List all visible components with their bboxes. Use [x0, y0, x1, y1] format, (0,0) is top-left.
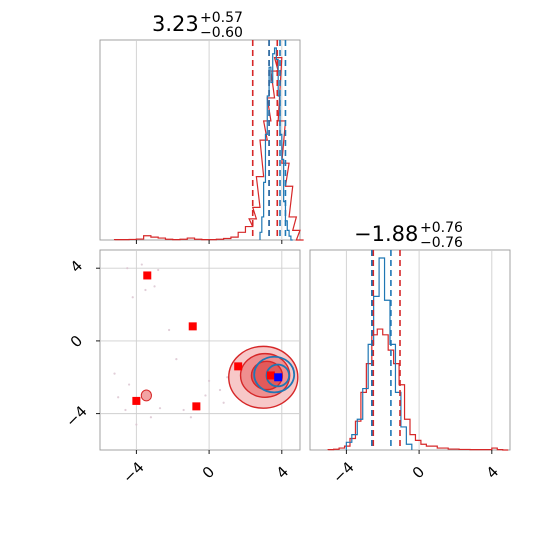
scatter-xtick-4: 4: [273, 463, 292, 482]
scatter-faint-point: [144, 288, 147, 292]
scatter-marker-red: [143, 271, 152, 280]
hist-bottom-right-quantile-lines: [371, 250, 401, 450]
hist-panel-bottom-right: −1.88 +0.76 −0.76 −4 0 4: [309, 220, 511, 487]
scatter-faint-point: [167, 328, 171, 332]
hist-bottom-right-blue-series: [345, 257, 413, 450]
scatter-contour-blue: [253, 355, 296, 394]
hist-bottom-right-ticks: [345, 450, 493, 454]
scatter-faint-point: [140, 263, 143, 266]
hist-top-left-title-sub: −0.60: [200, 25, 243, 41]
scatter-marker-blue: [274, 373, 283, 382]
hist-panel-top-left: 3.23 +0.57 −0.60: [99, 10, 304, 244]
hist-bottom-right-title-sup: +0.76: [420, 220, 463, 236]
scatter-faint-point: [175, 357, 178, 361]
hist-bottom-right-xtick-0: 0: [409, 463, 428, 482]
scatter-panel: 4 0 −4 −4 0 4: [62, 249, 301, 487]
hist-top-left-title-sup: +0.57: [200, 10, 243, 26]
scatter-faint-point: [124, 408, 127, 412]
scatter-ytick-0: 0: [67, 332, 86, 351]
scatter-marker-red: [266, 371, 275, 380]
scatter-faint-point: [218, 388, 222, 392]
hist-top-left-quantile-lines: [251, 40, 287, 240]
scatter-faint-point: [182, 408, 185, 412]
scatter-ticks: [96, 267, 283, 454]
scatter-faint-point: [204, 394, 207, 397]
scatter-faint-point: [113, 372, 116, 375]
scatter-contour-blue: [265, 363, 290, 388]
scatter-faint-point: [149, 416, 153, 419]
hist-top-left-frame: [99, 39, 301, 241]
scatter-faint-point: [127, 383, 131, 386]
scatter-faint-point: [189, 416, 193, 419]
scatter-faint-point: [207, 379, 211, 383]
scatter-faint-point: [153, 285, 156, 288]
scatter-faint-point: [226, 376, 229, 379]
hist-bottom-right-red-series: [327, 328, 509, 451]
hist-top-left-title-main: 3.23: [152, 12, 199, 36]
scatter-xtick-0: 0: [199, 463, 218, 482]
scatter-ytick-4: 4: [67, 257, 86, 276]
scatter-marker-red: [192, 402, 201, 411]
scatter-marker-red: [188, 322, 197, 331]
scatter-marker-red: [234, 362, 243, 371]
scatter-faint-points: [113, 263, 251, 426]
scatter-faint-point: [126, 267, 129, 270]
scatter-faint-point: [222, 401, 225, 404]
scatter-faint-point: [158, 407, 162, 410]
hist-bottom-right-frame: [309, 249, 511, 451]
scatter-faint-point: [131, 296, 134, 299]
hist-bottom-right-xtick-4: 4: [483, 463, 502, 482]
scatter-contour-red-small: [140, 389, 152, 402]
scatter-ytick-neg4: −4: [62, 402, 90, 430]
hist-bottom-right-xtick-neg4: −4: [329, 458, 357, 486]
hist-bottom-right-title-sub: −0.76: [420, 235, 463, 251]
scatter-faint-point: [157, 268, 160, 272]
hist-bottom-right-title-main: −1.88: [354, 222, 418, 246]
scatter-grid: [100, 250, 300, 450]
scatter-faint-point: [135, 423, 138, 426]
scatter-markers: [132, 271, 283, 411]
hist-bottom-right-grid: [345, 250, 493, 450]
scatter-xtick-neg4: −4: [119, 458, 147, 486]
scatter-marker-red: [132, 396, 141, 405]
hist-top-left-ticks: [135, 240, 283, 244]
scatter-faint-point: [117, 396, 120, 399]
hist-top-left-blue-series: [259, 47, 293, 241]
